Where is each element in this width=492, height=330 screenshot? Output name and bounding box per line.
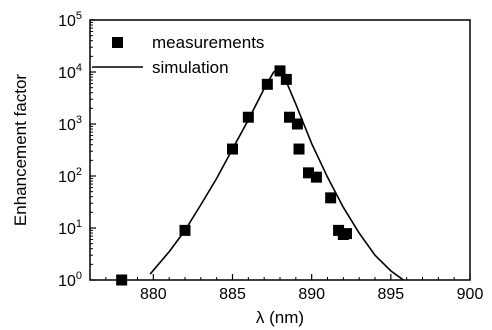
measurement-point bbox=[227, 143, 238, 155]
legend-label-measurements: measurements bbox=[152, 33, 264, 52]
x-tick-label: 880 bbox=[140, 286, 167, 303]
measurement-point bbox=[291, 118, 303, 130]
measurement-point bbox=[341, 228, 352, 240]
y-tick-label: 104 bbox=[58, 62, 82, 82]
measurement-point bbox=[325, 192, 337, 204]
measurement-point bbox=[280, 73, 292, 85]
legend-label-simulation: simulation bbox=[152, 58, 229, 77]
x-tick-label: 895 bbox=[377, 286, 404, 303]
y-tick-label: 105 bbox=[58, 10, 82, 30]
y-tick-label: 103 bbox=[58, 114, 82, 134]
measurement-point bbox=[303, 167, 314, 179]
plot-frame bbox=[89, 19, 471, 281]
plot-marks bbox=[116, 65, 405, 286]
x-axis-label: λ (nm) bbox=[256, 308, 304, 327]
x-tick-label: 900 bbox=[457, 286, 484, 303]
ticks: 880 885 890 895 900 100 101 102 103 104 105 bbox=[58, 10, 483, 303]
y-axis-label: Enhancement factor bbox=[11, 74, 30, 226]
x-tick-label: 890 bbox=[298, 286, 325, 303]
measurement-point bbox=[242, 111, 254, 123]
axes bbox=[89, 19, 471, 281]
x-tick-label: 885 bbox=[219, 286, 246, 303]
y-tick-label: 100 bbox=[58, 270, 82, 290]
simulation-line bbox=[149, 67, 405, 280]
y-tick-label: 102 bbox=[58, 166, 82, 186]
measurement-point bbox=[179, 224, 191, 236]
measurement-point bbox=[274, 65, 286, 77]
measurement-point bbox=[261, 78, 273, 90]
legend: measurements simulation bbox=[92, 33, 264, 77]
measurement-point bbox=[293, 143, 305, 155]
y-tick-label: 101 bbox=[58, 218, 82, 238]
legend-marker-measurements bbox=[112, 37, 123, 48]
measurement-point bbox=[284, 111, 295, 123]
measurement-point bbox=[310, 171, 322, 183]
